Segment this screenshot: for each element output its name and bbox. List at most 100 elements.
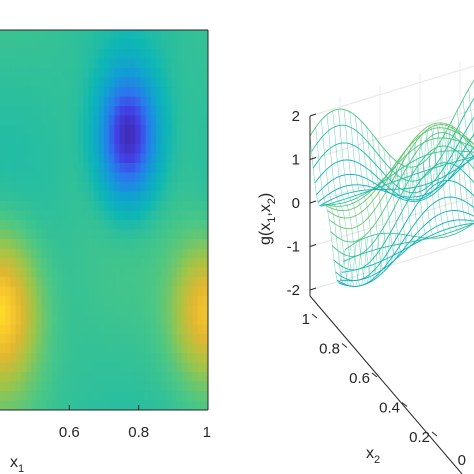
heatmap-cell [83,30,89,41]
heatmap-cell [5,49,11,60]
heatmap-cell [104,286,110,297]
heatmap-cell [202,239,208,250]
heatmap-cell [26,115,32,126]
heatmap-cell [88,96,95,107]
heatmap-cell [187,96,193,107]
heatmap-cell [15,210,22,221]
heatmap-cell [52,134,58,145]
heatmap-cell [72,248,79,259]
heatmap-cell [46,163,53,174]
heatmap-cell [130,324,136,335]
heatmap-cell [83,400,89,410]
heatmap-cell [41,372,48,383]
heatmap-cell [52,334,58,345]
heatmap-cell [166,391,173,402]
heatmap-cell [0,134,6,145]
heatmap-cell [72,315,79,326]
heatmap-cell [93,182,100,193]
heatmap-cell [156,353,162,364]
heatmap-cell [5,96,11,107]
heatmap-cell [5,391,11,402]
heatmap-cell [57,343,63,354]
heatmap-cell [119,77,126,88]
heatmap-x-tick-label: 0.8 [128,424,149,441]
heatmap-cell [36,239,43,250]
heatmap-cell [93,286,100,297]
heatmap-cell [0,239,6,250]
heatmap-cell [197,144,204,155]
heatmap-cell [161,30,167,41]
heatmap-cell [72,134,79,145]
heatmap-cell [52,106,58,117]
heatmap-cell [109,229,115,240]
heatmap-cell [166,305,173,316]
heatmap-cell [10,372,17,383]
heatmap-cell [15,334,22,345]
heatmap-cell [192,248,199,259]
heatmap-cell [135,324,141,335]
heatmap-cell [5,30,11,41]
heatmap-cell [15,153,22,164]
heatmap-cell [52,267,58,278]
heatmap-cell [72,343,79,354]
heatmap-cell [52,277,58,288]
heatmap-cell [5,324,11,335]
heatmap-cell [88,277,95,288]
heatmap-cell [130,191,136,202]
heatmap-cell [10,362,17,373]
heatmap-cell [135,115,141,126]
heatmap-cell [0,49,6,60]
heatmap-cell [57,381,63,392]
heatmap-cell [150,229,157,240]
heatmap-cell [150,172,157,183]
heatmap-cell [67,144,74,155]
heatmap-cell [0,353,6,364]
heatmap-cell [41,201,48,212]
heatmap-cell [145,315,152,326]
heatmap-cell [67,296,74,307]
heatmap-cell [166,210,173,221]
heatmap-cell [119,267,126,278]
heatmap-cell [0,334,6,345]
heatmap-cell [46,391,53,402]
heatmap-cell [88,248,95,259]
heatmap-cell [41,324,48,335]
heatmap-cell [171,115,178,126]
heatmap-cell [150,324,157,335]
heatmap-cell [187,125,193,136]
heatmap-cell [67,201,74,212]
heatmap-cell [93,296,100,307]
heatmap-cell [31,220,37,231]
heatmap-cell [78,353,84,364]
heatmap-cell [145,220,152,231]
heatmap-cell [67,134,74,145]
heatmap-cell [78,39,84,50]
heatmap-cell [171,267,178,278]
heatmap-cell [145,248,152,259]
heatmap-cell [182,201,188,212]
heatmap-cell [67,258,74,269]
heatmap-cell [114,362,121,373]
heatmap-cell [109,296,115,307]
heatmap-cell [31,153,37,164]
heatmap-cell [114,182,121,193]
heatmap-cell [36,87,43,98]
heatmap-cell [52,172,58,183]
heatmap-cell [182,144,188,155]
heatmap-cell [192,305,199,316]
heatmap-cell [26,144,32,155]
heatmap-cell [83,305,89,316]
heatmap-cell [26,106,32,117]
heatmap-cell [150,163,157,174]
heatmap-cell [78,267,84,278]
heatmap-cell [114,267,121,278]
heatmap-cell [10,239,17,250]
heatmap-cell [31,267,37,278]
heatmap-cell [41,220,48,231]
heatmap-cell [5,229,11,240]
heatmap-cell [176,68,183,79]
heatmap-cell [88,210,95,221]
heatmap-cell [119,220,126,231]
heatmap-cell [109,39,115,50]
